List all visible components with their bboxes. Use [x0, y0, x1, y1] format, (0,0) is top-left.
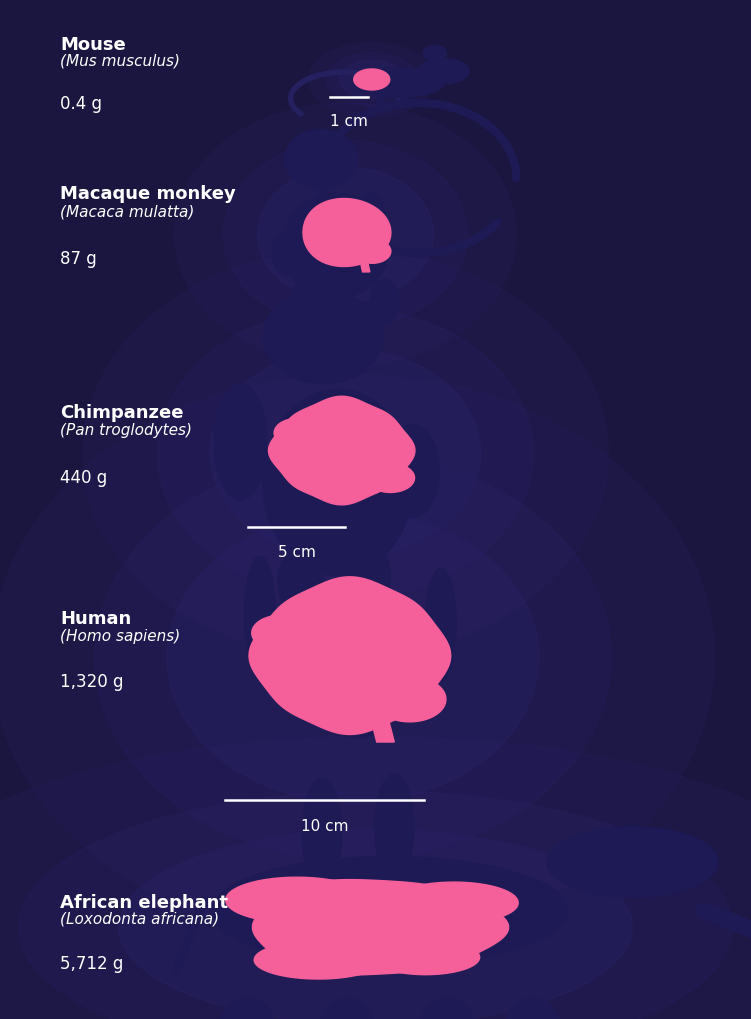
Ellipse shape: [83, 250, 608, 657]
Text: (Mus musculus): (Mus musculus): [60, 53, 180, 68]
Text: Chimpanzee: Chimpanzee: [60, 404, 183, 422]
Text: (Loxodonta africana): (Loxodonta africana): [60, 911, 219, 926]
Ellipse shape: [354, 68, 444, 98]
Polygon shape: [252, 879, 508, 975]
Polygon shape: [303, 199, 391, 267]
Polygon shape: [390, 882, 518, 923]
Polygon shape: [249, 577, 451, 735]
Ellipse shape: [324, 419, 402, 492]
Text: 1,320 g: 1,320 g: [60, 673, 124, 691]
Ellipse shape: [273, 230, 302, 276]
Polygon shape: [360, 261, 370, 272]
Ellipse shape: [339, 60, 404, 99]
Polygon shape: [374, 677, 446, 721]
Polygon shape: [355, 72, 373, 81]
Ellipse shape: [425, 569, 457, 682]
Text: 1 cm: 1 cm: [330, 114, 368, 129]
Text: Human: Human: [60, 609, 131, 628]
Ellipse shape: [547, 826, 718, 898]
Ellipse shape: [418, 58, 469, 84]
Ellipse shape: [220, 998, 274, 1019]
Ellipse shape: [214, 383, 267, 500]
Ellipse shape: [167, 512, 539, 803]
Ellipse shape: [263, 389, 413, 576]
Ellipse shape: [345, 544, 391, 607]
Ellipse shape: [303, 779, 342, 892]
Text: Mouse: Mouse: [60, 36, 126, 54]
Polygon shape: [268, 396, 415, 504]
Ellipse shape: [19, 791, 732, 1019]
Ellipse shape: [387, 424, 439, 518]
Ellipse shape: [224, 141, 468, 328]
Ellipse shape: [0, 375, 714, 940]
Ellipse shape: [212, 857, 568, 965]
Polygon shape: [354, 69, 390, 90]
Ellipse shape: [355, 193, 385, 238]
Ellipse shape: [175, 103, 517, 366]
Text: (Pan troglodytes): (Pan troglodytes): [60, 423, 192, 438]
Ellipse shape: [210, 348, 481, 558]
Polygon shape: [366, 464, 415, 492]
Polygon shape: [371, 940, 480, 974]
Ellipse shape: [119, 829, 632, 1019]
Ellipse shape: [320, 998, 374, 1019]
Ellipse shape: [505, 998, 559, 1019]
Polygon shape: [226, 877, 368, 923]
Ellipse shape: [375, 774, 414, 879]
Ellipse shape: [423, 45, 447, 61]
Polygon shape: [372, 721, 394, 742]
Text: Macaque monkey: Macaque monkey: [60, 184, 236, 203]
Text: African elephant: African elephant: [60, 894, 228, 912]
Text: 87 g: 87 g: [60, 250, 97, 268]
Ellipse shape: [0, 737, 751, 1019]
Ellipse shape: [158, 308, 533, 599]
Polygon shape: [252, 615, 309, 651]
Ellipse shape: [285, 129, 357, 190]
Text: 440 g: 440 g: [60, 469, 107, 487]
Ellipse shape: [292, 279, 321, 324]
Text: 10 cm: 10 cm: [301, 819, 349, 835]
Ellipse shape: [309, 43, 435, 116]
Ellipse shape: [312, 577, 405, 738]
Ellipse shape: [258, 167, 433, 302]
Ellipse shape: [245, 556, 276, 678]
Polygon shape: [274, 419, 319, 447]
Polygon shape: [255, 941, 382, 979]
Ellipse shape: [95, 455, 611, 859]
Ellipse shape: [420, 998, 474, 1019]
Text: (Homo sapiens): (Homo sapiens): [60, 629, 180, 644]
Ellipse shape: [278, 546, 323, 616]
Polygon shape: [354, 239, 391, 263]
Text: (Macaca mulatta): (Macaca mulatta): [60, 204, 195, 219]
Ellipse shape: [263, 290, 383, 383]
Ellipse shape: [282, 193, 390, 299]
Text: 5,712 g: 5,712 g: [60, 955, 123, 973]
Text: 5 cm: 5 cm: [278, 545, 315, 560]
Ellipse shape: [327, 53, 417, 106]
Text: 0.4 g: 0.4 g: [60, 95, 102, 113]
Ellipse shape: [370, 279, 400, 324]
